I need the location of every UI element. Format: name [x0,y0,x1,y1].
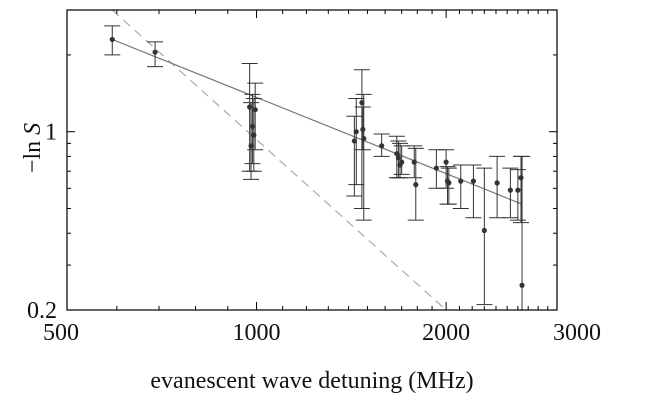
point-marker [458,178,464,184]
point-marker [353,129,359,135]
axis-ticks-layer [66,9,558,311]
data-point [407,147,424,221]
point-marker [470,178,477,184]
x-tick-label: 3000 [553,320,601,346]
point-marker [446,180,452,186]
data-point [393,145,410,175]
data-point [509,169,526,221]
data-point [428,149,445,189]
y-tick-label: 1 [45,120,57,146]
data-point [346,115,363,197]
point-marker [152,49,158,55]
data-point [465,164,482,219]
tick-labels-layer: 500 1000 2000 3000 0.2 1 [27,120,601,346]
reference-dashed-line [111,9,447,311]
data-point [247,82,264,151]
data-point [244,93,261,165]
data-point [406,145,423,179]
y-axis-label-prefix: −ln [20,135,46,173]
point-marker [413,182,419,188]
data-point [104,25,121,56]
data-point [373,133,390,157]
y-axis-label: −ln S [20,123,46,173]
point-marker [351,138,357,144]
point-marker [494,180,500,186]
point-marker [433,165,439,171]
point-marker [379,143,385,149]
x-tick-label: 1000 [233,320,281,346]
point-marker [361,135,367,142]
data-point [243,102,260,180]
point-marker [507,187,514,193]
point-marker [515,187,521,193]
data-point [476,167,493,306]
point-marker [359,100,365,106]
data-point [390,140,407,179]
y-tick-label: 0.2 [27,298,57,324]
point-marker [481,227,487,234]
data-points-layer [104,25,531,311]
x-axis-label: evanescent wave detuning (MHz) [150,368,473,394]
data-point [514,155,531,311]
data-point [354,106,371,151]
data-point [147,41,164,68]
point-marker [443,159,449,165]
fit-line [112,38,523,205]
point-marker [518,175,524,181]
point-marker [399,159,405,165]
point-marker [519,282,525,288]
reference-line-layer [111,9,447,311]
x-tick-label: 500 [43,320,79,346]
data-point [452,164,469,209]
point-marker [109,36,115,43]
data-point [355,93,372,221]
y-axis-label-symbol: S [20,123,46,135]
fit-line-layer [112,38,523,205]
point-marker [360,126,366,133]
data-point [440,167,457,205]
data-point [489,155,506,219]
x-tick-label: 2000 [422,320,470,346]
data-point [502,167,519,219]
plot-frame [66,9,558,311]
point-marker [252,107,258,113]
